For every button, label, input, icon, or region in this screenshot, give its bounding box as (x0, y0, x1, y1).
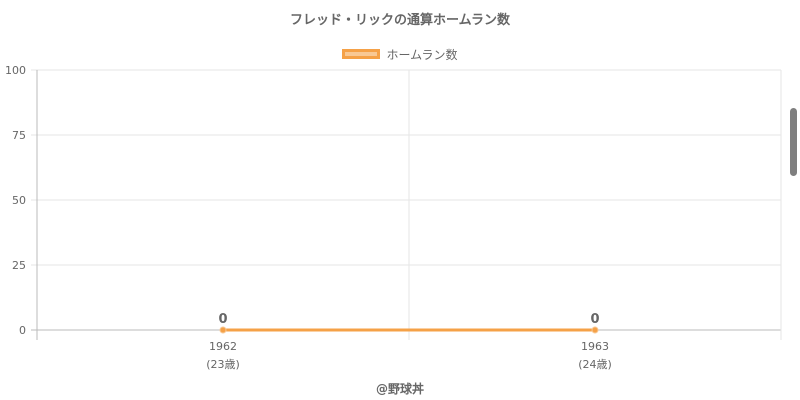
y-tick-label: 50 (12, 194, 26, 207)
credit: @野球丼 (375, 382, 424, 396)
data-label: 0 (218, 312, 227, 327)
data-label: 0 (590, 312, 599, 327)
x-tick-sublabel: (24歳) (578, 358, 612, 371)
y-tick-label: 100 (5, 64, 26, 77)
data-point (219, 326, 227, 334)
x-tick-sublabel: (23歳) (206, 358, 240, 371)
x-tick-label: 1962 (209, 340, 237, 353)
legend[interactable]: ホームラン数 (0, 46, 800, 62)
legend-label: ホームラン数 (386, 47, 458, 62)
data-point (591, 326, 599, 334)
scrollbar-thumb[interactable] (790, 108, 797, 176)
x-tick-label: 1963 (581, 340, 609, 353)
legend-swatch (342, 49, 381, 59)
y-tick-label: 75 (12, 129, 26, 142)
y-tick-label: 25 (12, 259, 26, 272)
chart-title: フレッド・リックの通算ホームラン数 (290, 13, 510, 28)
y-tick-label: 0 (19, 324, 26, 337)
